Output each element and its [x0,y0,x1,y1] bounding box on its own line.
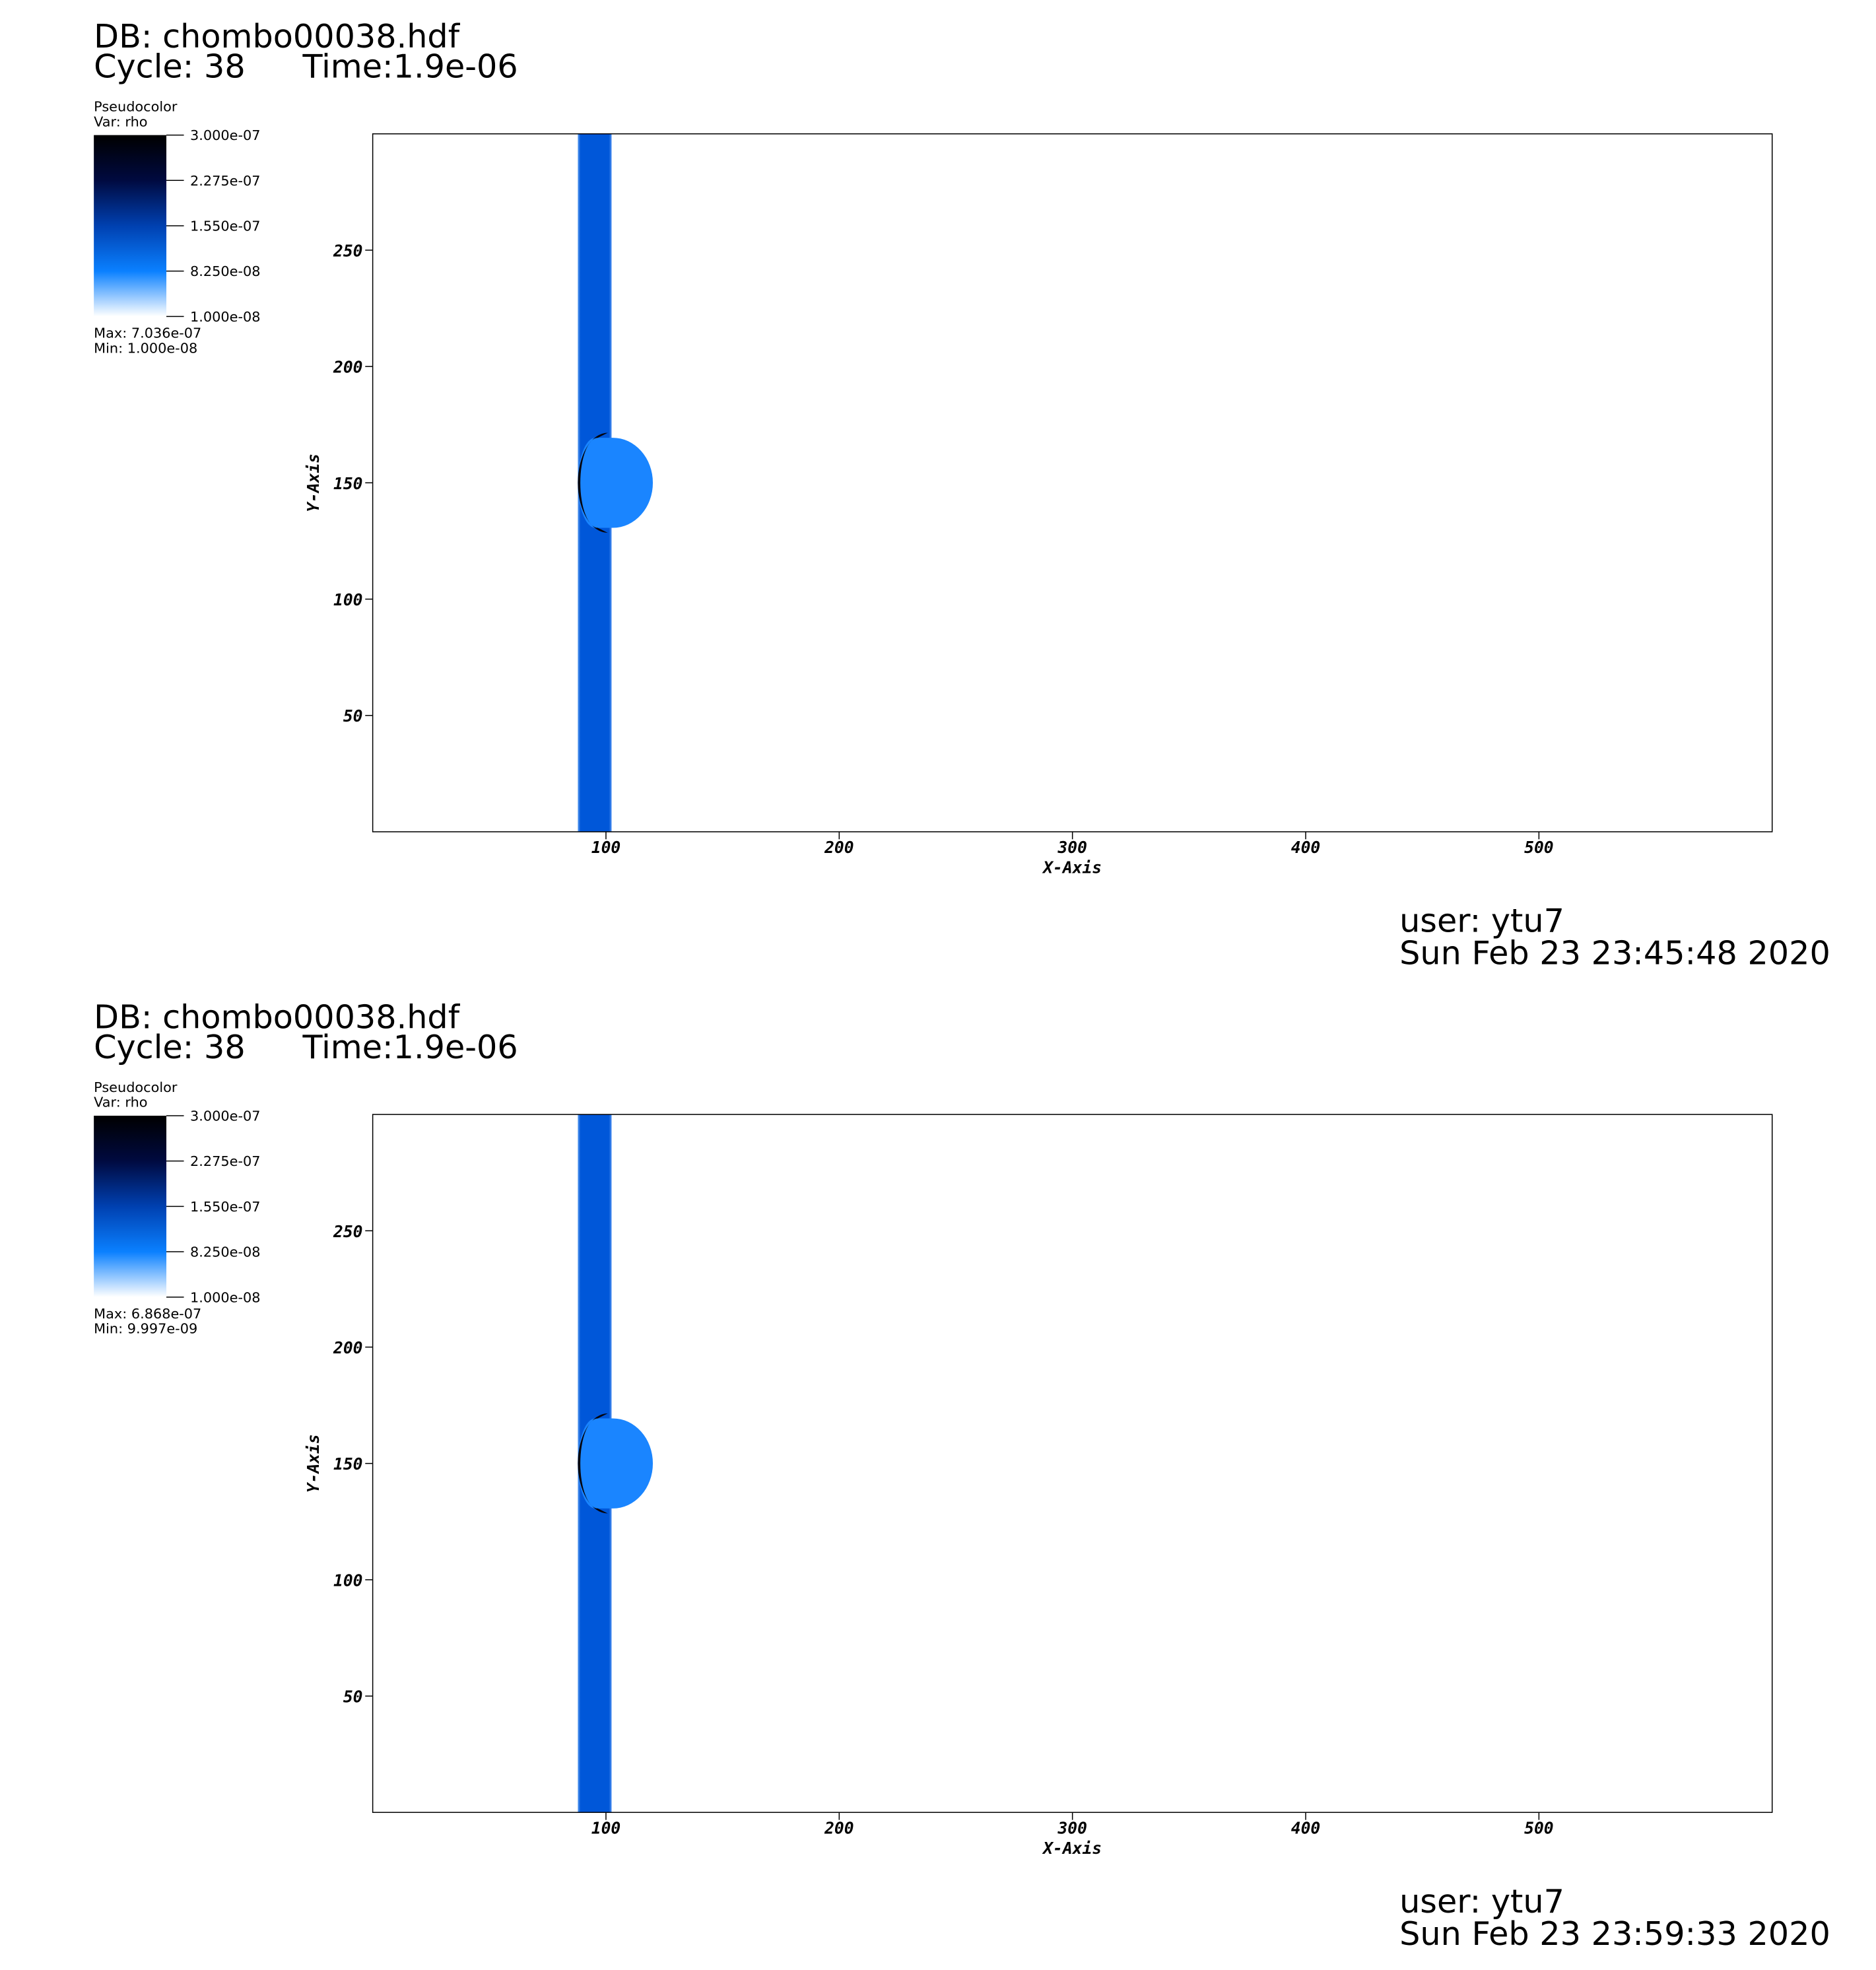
bubble [578,438,653,528]
y-tick-label: 200 [333,1338,362,1357]
y-tick-label: 150 [333,474,362,493]
legend-var: Var: rho [94,114,147,129]
colorbar-label: 2.275e-07 [190,1153,260,1169]
x-tick-label: 500 [1524,1818,1553,1837]
colorbar [94,1115,167,1297]
y-tick-label: 200 [333,358,362,377]
time: Time:1.9e-06 [302,47,518,85]
user: user: ytu7 [1399,901,1564,939]
y-tick-label: 100 [333,1571,362,1590]
y-tick-label: 250 [333,1222,362,1241]
colorbar-label: 2.275e-07 [190,173,260,189]
y-tick-label: 150 [333,1454,362,1474]
colorbar-label: 1.000e-08 [190,309,260,325]
cycle: Cycle: 38 [94,1028,246,1066]
legend-title: Pseudocolor [94,99,178,115]
y-tick-label: 250 [333,241,362,260]
colorbar-label: 8.250e-08 [190,1244,260,1260]
cycle: Cycle: 38 [94,47,246,85]
y-tick-label: 50 [343,1687,363,1707]
user: user: ytu7 [1399,1882,1564,1920]
colorbar-label: 3.000e-07 [190,127,260,143]
min-label: Min: 9.997e-09 [94,1321,197,1337]
db-title: DB: chombo00038.hdf [94,998,461,1036]
x-axis-label: X-Axis [1042,858,1102,877]
colorbar-label: 8.250e-08 [190,263,260,279]
colorbar-label: 1.550e-07 [190,219,260,234]
bubble [578,1418,653,1509]
legend-var: Var: rho [94,1095,147,1110]
x-tick-label: 300 [1057,838,1087,857]
db-title: DB: chombo00038.hdf [94,17,461,55]
x-tick-label: 500 [1524,838,1553,857]
max-label: Max: 7.036e-07 [94,325,201,341]
y-axis-label: Y-Axis [304,1434,323,1493]
colorbar-label: 1.000e-08 [190,1289,260,1305]
colorbar-label: 3.000e-07 [190,1108,260,1124]
time: Time:1.9e-06 [302,1028,518,1066]
max-label: Max: 6.868e-07 [94,1306,201,1322]
y-tick-label: 100 [333,590,362,609]
x-tick-label: 400 [1291,838,1320,857]
legend-title: Pseudocolor [94,1079,178,1095]
y-axis-label: Y-Axis [304,454,323,512]
colorbar-label: 1.550e-07 [190,1199,260,1215]
x-tick-label: 100 [591,1818,620,1837]
x-tick-label: 300 [1057,1818,1087,1837]
date: Sun Feb 23 23:45:48 2020 [1399,934,1830,972]
date: Sun Feb 23 23:59:33 2020 [1399,1915,1830,1953]
x-axis-label: X-Axis [1042,1839,1102,1858]
x-tick-label: 100 [591,838,620,857]
x-tick-label: 200 [824,838,854,857]
y-tick-label: 50 [343,706,363,726]
x-tick-label: 400 [1291,1818,1320,1837]
min-label: Min: 1.000e-08 [94,340,197,356]
colorbar [94,135,167,317]
x-tick-label: 200 [824,1818,854,1837]
